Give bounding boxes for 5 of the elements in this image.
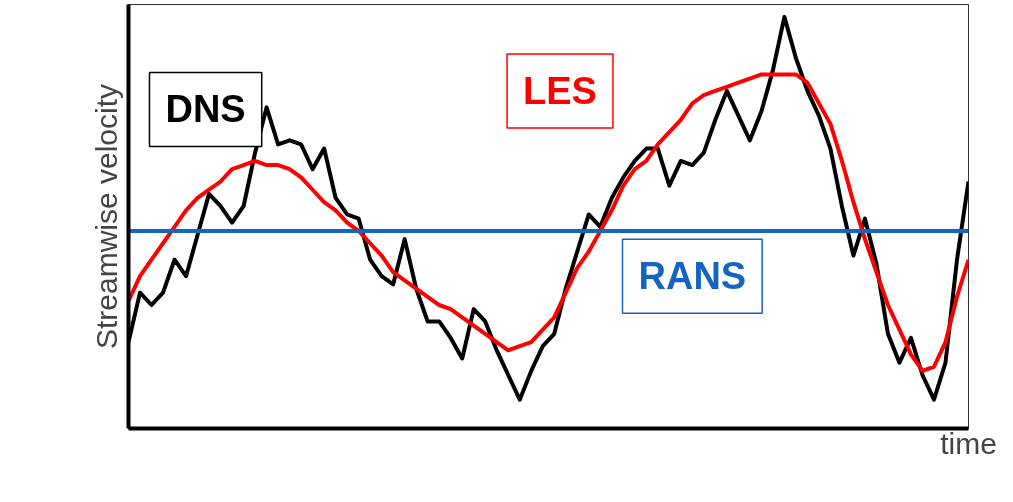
y-axis-title: Streamwise velocity — [89, 83, 123, 350]
series-label: RANS — [638, 255, 747, 298]
series-label: DNS — [165, 88, 246, 131]
series-label: LES — [523, 69, 597, 112]
x-axis-title: time — [940, 426, 997, 460]
